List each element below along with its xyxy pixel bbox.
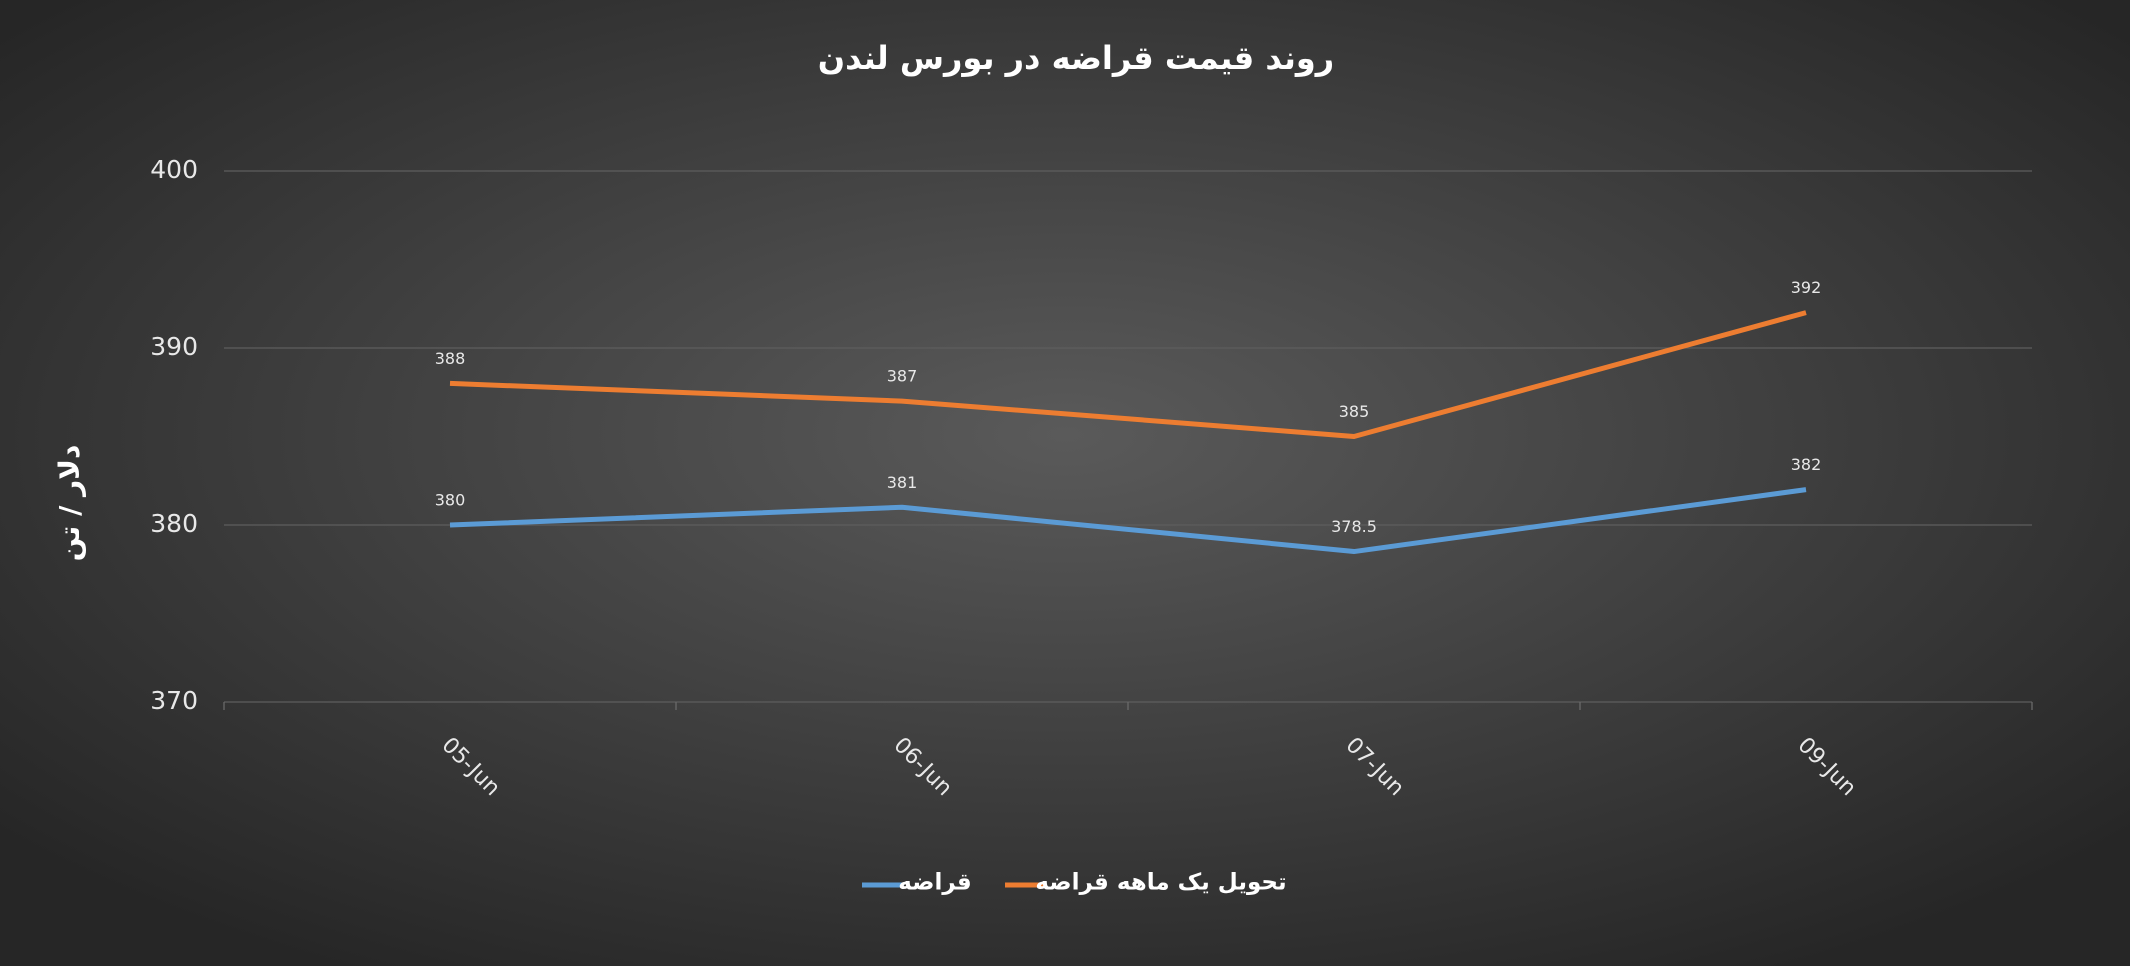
data-label: 387 bbox=[887, 367, 918, 386]
y-tick-label: 400 bbox=[150, 155, 198, 184]
data-label: 388 bbox=[435, 349, 466, 368]
data-label: 380 bbox=[435, 491, 466, 510]
series-line bbox=[449, 487, 1807, 555]
legend-label: قراضه bbox=[898, 870, 971, 896]
data-label: 382 bbox=[1791, 455, 1822, 474]
chart-title: روند قیمت قراضه در بورس لندن bbox=[818, 39, 1334, 77]
series-line bbox=[449, 310, 1807, 439]
legend-label: تحویل یک ماهه قراضه bbox=[1035, 870, 1286, 896]
y-axis-label: دلار / تن bbox=[53, 445, 86, 562]
data-label: 392 bbox=[1791, 278, 1822, 297]
data-label: 385 bbox=[1339, 402, 1370, 421]
y-tick-label: 390 bbox=[150, 332, 198, 361]
y-tick-label: 370 bbox=[150, 686, 198, 715]
data-label: 378.5 bbox=[1331, 517, 1377, 536]
y-tick-label: 380 bbox=[150, 509, 198, 538]
data-label: 381 bbox=[887, 473, 918, 492]
